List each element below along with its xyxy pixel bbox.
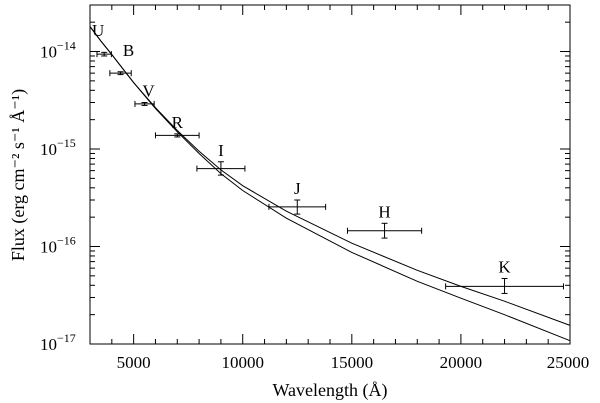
data-point-V: V (134, 81, 155, 107)
y-tick-label: 10−15 (40, 136, 76, 159)
data-point-U: U (92, 21, 112, 58)
y-axis-title: Flux (erg cm⁻² s⁻¹ Å⁻¹) (8, 89, 29, 261)
y-tick-label: 10−14 (40, 39, 76, 62)
data-point-H: H (346, 202, 423, 239)
data-point-B: B (109, 41, 134, 77)
x-tick-label: 25000 (547, 353, 590, 372)
data-point-I: I (196, 141, 246, 176)
x-tick-label: 5000 (117, 353, 151, 372)
x-axis-title: Wavelength (Å) (272, 380, 387, 401)
model-curve-1 (89, 26, 571, 326)
data-point-J: J (268, 179, 327, 215)
model-curve-2 (89, 26, 571, 342)
x-axis: 5000 10000 15000 20000 25000 (111, 5, 590, 372)
x-tick-label: 15000 (331, 353, 374, 372)
band-label-J: J (294, 179, 301, 198)
band-label-H: H (378, 202, 390, 221)
y-axis: 10−14 10−15 10−16 10−17 (40, 4, 570, 354)
x-tick-label: 20000 (440, 353, 483, 372)
band-label-I: I (218, 141, 224, 160)
band-label-V: V (142, 81, 155, 100)
x-tick-label: 10000 (221, 353, 264, 372)
band-label-R: R (172, 113, 184, 132)
band-label-K: K (498, 257, 511, 276)
y-tick-label: 10−16 (40, 234, 76, 257)
model-curves (89, 26, 571, 342)
data-point-R: R (154, 113, 200, 139)
data-point-K: K (445, 257, 564, 294)
data-points: UB VR I J H K (92, 21, 564, 294)
y-tick-label: 10−17 (40, 331, 76, 354)
plot-frame (89, 4, 571, 345)
band-label-U: U (92, 21, 104, 40)
band-label-B: B (123, 41, 134, 60)
